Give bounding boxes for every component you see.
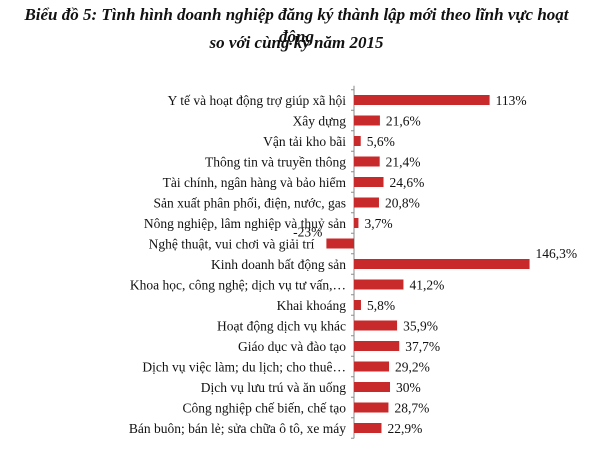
category-label: Sản xuất phân phối, điện, nước, gas <box>153 196 346 211</box>
category-label: Khai khoáng <box>277 298 347 313</box>
bar <box>354 423 382 433</box>
bar <box>354 156 380 167</box>
bar <box>354 361 390 372</box>
category-label: Nghệ thuật, vui chơi và giải trí <box>149 237 315 252</box>
value-label: 146,3% <box>536 246 578 261</box>
category-label: Hoạt động dịch vụ khác <box>217 319 346 334</box>
bar <box>354 259 530 269</box>
chart-title-line-1: Biểu đồ 5: Tình hình doanh nghiệp đăng k… <box>24 5 569 46</box>
category-label: Tài chính, ngân hàng và bảo hiểm <box>163 175 347 190</box>
value-label: 35,9% <box>403 319 438 334</box>
bar <box>354 177 384 187</box>
bar <box>354 300 361 310</box>
value-label: 5,6% <box>367 134 395 149</box>
value-label: 21,6% <box>386 114 421 129</box>
bar <box>354 279 404 290</box>
bar <box>354 115 380 126</box>
chart-title-line-2: so với cùng kỳ năm 2015 <box>209 33 384 52</box>
bar <box>354 218 359 228</box>
bar <box>354 341 400 351</box>
category-label: Dịch vụ lưu trú và ăn uống <box>201 380 347 395</box>
value-label: 37,7% <box>405 339 440 354</box>
value-label: 21,4% <box>386 155 421 170</box>
bar <box>354 320 398 331</box>
category-label: Xây dựng <box>293 114 347 129</box>
category-label: Nông nghiệp, lâm nghiệp và thuỷ sản <box>144 216 346 231</box>
category-label: Kinh doanh bất động sản <box>211 257 346 272</box>
category-label: Dịch vụ việc làm; du lịch; cho thuê… <box>142 360 346 375</box>
value-label: 28,7% <box>394 401 429 416</box>
category-label: Công nghiệp chế biến, chế tạo <box>183 401 347 416</box>
category-label: Bán buôn; bán lẻ; sửa chữa ô tô, xe máy <box>129 421 346 436</box>
value-label: -23% <box>293 225 322 240</box>
category-label: Y tế và hoạt động trợ giúp xã hội <box>168 93 347 108</box>
bar <box>354 136 361 146</box>
value-label: 113% <box>496 93 527 108</box>
category-label: Vận tải kho bãi <box>263 134 346 149</box>
value-label: 24,6% <box>390 175 425 190</box>
bar <box>354 402 389 413</box>
value-label: 30% <box>396 380 421 395</box>
bar <box>326 238 354 249</box>
bar <box>354 197 379 208</box>
value-label: 20,8% <box>385 196 420 211</box>
bar <box>354 382 390 392</box>
value-label: 41,2% <box>409 278 444 293</box>
value-label: 5,8% <box>367 298 395 313</box>
value-label: 22,9% <box>387 421 422 436</box>
bar <box>354 95 490 105</box>
value-label: 29,2% <box>395 360 430 375</box>
category-label: Thông tin và truyền thông <box>205 155 346 170</box>
category-label: Khoa học, công nghệ; dịch vụ tư vấn,… <box>130 278 346 293</box>
value-label: 3,7% <box>364 216 392 231</box>
category-label: Giáo dục và đào tạo <box>238 339 346 354</box>
